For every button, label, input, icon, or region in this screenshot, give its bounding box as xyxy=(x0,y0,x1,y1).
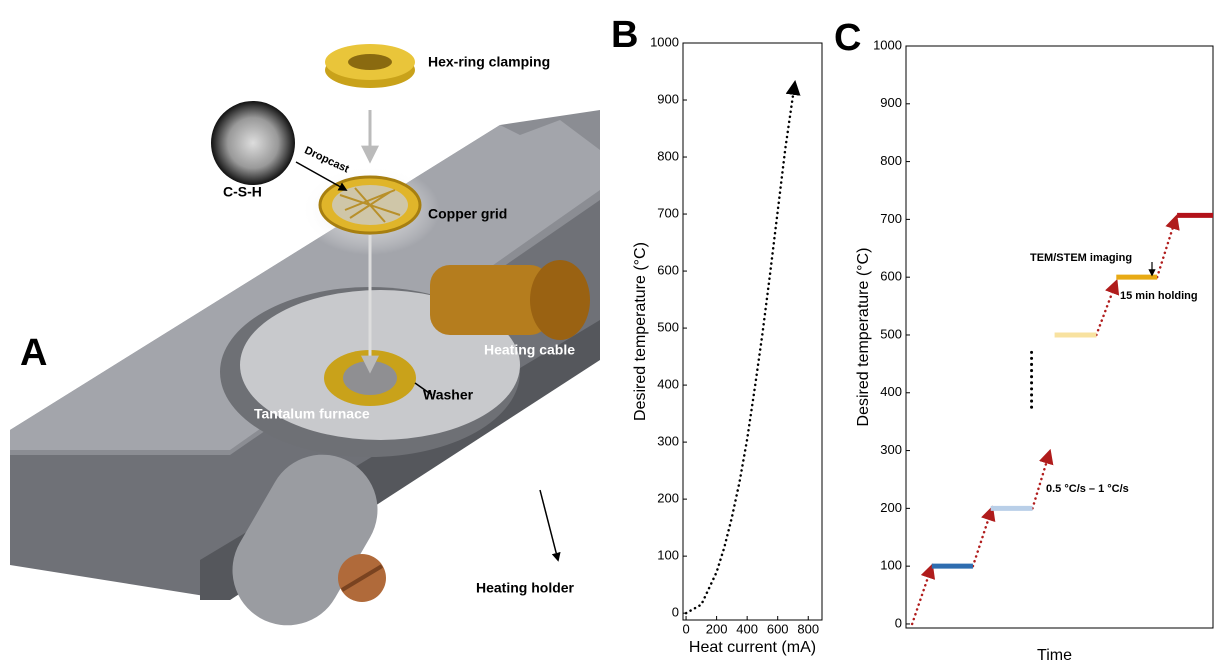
label: Tantalum furnace xyxy=(254,406,370,422)
panel-label: C xyxy=(834,17,861,59)
y-tick-label: 900 xyxy=(657,91,679,106)
plot-frame xyxy=(683,43,822,620)
ramp xyxy=(1157,217,1176,277)
x-tick-label: 800 xyxy=(797,621,819,636)
y-tick-label: 100 xyxy=(657,548,679,563)
y-tick-label: 1000 xyxy=(873,37,902,52)
y-tick-label: 700 xyxy=(880,211,902,226)
label: Heating cable xyxy=(484,342,575,358)
x-tick-label: 400 xyxy=(736,621,758,636)
y-tick-label: 200 xyxy=(657,491,679,506)
label: Dropcast xyxy=(303,144,352,175)
label: Copper grid xyxy=(428,206,507,222)
ramp xyxy=(973,508,992,566)
y-tick-label: 0 xyxy=(895,615,902,630)
y-tick-label: 100 xyxy=(880,558,902,573)
label: Washer xyxy=(423,387,474,403)
x-tick-label: 0 xyxy=(682,621,689,636)
y-tick-label: 400 xyxy=(657,377,679,392)
x-axis-label: Time xyxy=(1037,647,1072,664)
y-tick-label: 500 xyxy=(880,326,902,341)
data-line xyxy=(686,83,795,613)
y-tick-label: 1000 xyxy=(650,34,679,49)
y-tick-label: 800 xyxy=(880,153,902,168)
y-tick-label: 800 xyxy=(657,148,679,163)
y-tick-label: 500 xyxy=(657,320,679,335)
y-axis-label: Desired temperature (°C) xyxy=(632,242,649,421)
label: C-S-H xyxy=(223,184,262,200)
panel-label: B xyxy=(611,14,638,56)
annotation: 0.5 °C/s – 1 °C/s xyxy=(1046,483,1129,495)
y-tick-label: 300 xyxy=(880,442,902,457)
ramp xyxy=(912,566,932,624)
y-axis-label: Desired temperature (°C) xyxy=(855,248,872,427)
ramp xyxy=(1096,282,1116,335)
y-tick-label: 300 xyxy=(657,434,679,449)
figure: A Hex-ring clamping Dropcast C-S-H Coppe… xyxy=(0,0,1214,665)
page: A Hex-ring clamping Dropcast C-S-H Coppe… xyxy=(0,0,1214,665)
y-tick-label: 0 xyxy=(672,605,679,620)
label: Hex-ring clamping xyxy=(428,54,550,70)
ramp xyxy=(1032,452,1049,509)
y-tick-label: 400 xyxy=(880,384,902,399)
y-tick-label: 200 xyxy=(880,500,902,515)
y-tick-label: 600 xyxy=(657,263,679,278)
x-axis-label: Heat current (mA) xyxy=(689,639,816,656)
x-tick-label: 200 xyxy=(706,621,728,636)
panel-label: A xyxy=(20,332,47,374)
label: Heating holder xyxy=(476,580,575,596)
y-tick-label: 600 xyxy=(880,269,902,284)
y-tick-label: 700 xyxy=(657,205,679,220)
annotation: TEM/STEM imaging xyxy=(1030,252,1132,264)
y-tick-label: 900 xyxy=(880,95,902,110)
x-tick-label: 600 xyxy=(767,621,789,636)
annotation: 15 min holding xyxy=(1120,290,1198,302)
